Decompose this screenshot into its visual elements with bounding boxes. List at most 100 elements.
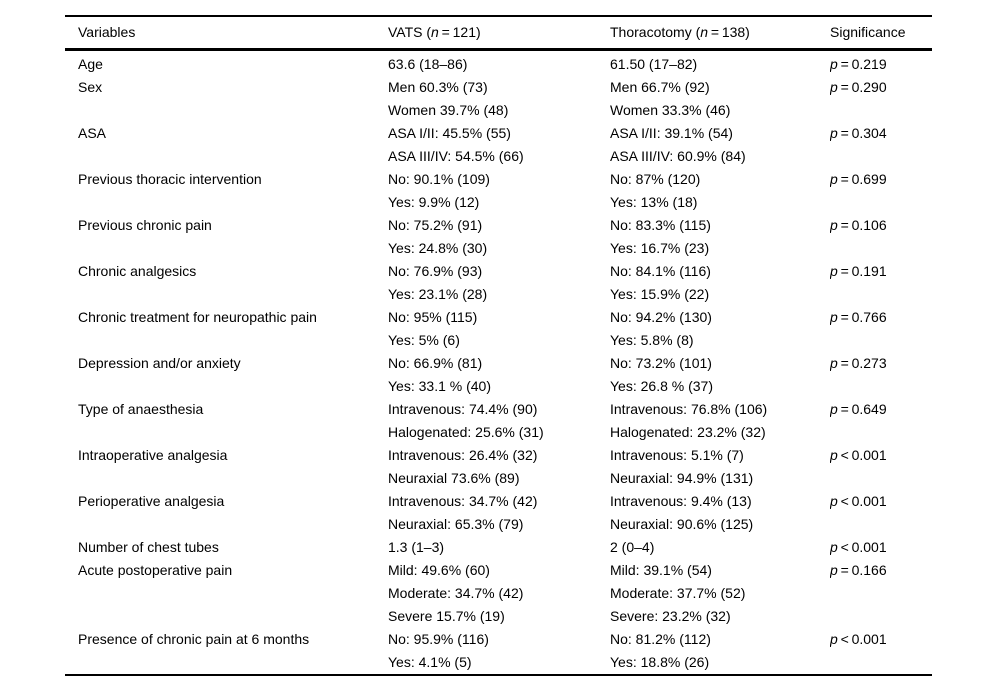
thoracotomy-cell: 61.50 (17–82) — [610, 56, 698, 72]
vats-cell: 63.6 (18–86) — [388, 56, 468, 72]
vats-cell: Yes: 23.1% (28) — [388, 286, 488, 302]
thoracotomy-cell: Mild: 39.1% (54) — [610, 562, 712, 578]
table-row: Perioperative analgesia Intravenous: 34.7… — [65, 490, 932, 513]
table-row: Intraoperative analgesia Intravenous: 26.… — [65, 444, 932, 467]
text-segment: = 0.106 — [837, 217, 887, 233]
text-segment: < 0.001 — [837, 447, 887, 463]
table-row: Chronic analgesics No: 76.9% (93) No: 84.1… — [65, 260, 932, 283]
thoracotomy-cell: No: 84.1% (116) — [610, 263, 711, 279]
vats-cell: Neuraxial 73.6% (89) — [388, 470, 520, 486]
thoracotomy-cell: 2 (0–4) — [610, 539, 655, 555]
text-segment: < 0.001 — [837, 493, 887, 509]
text-segment: = 0.290 — [837, 79, 887, 95]
thoracotomy-cell: Men 66.7% (92) — [610, 79, 710, 95]
thoracotomy-cell: Severe: 23.2% (32) — [610, 608, 731, 624]
variable-cell: Intraoperative analgesia — [78, 447, 228, 463]
text-segment: < 0.001 — [837, 539, 887, 555]
comparison-table: Variables VATS (n = 121) Thoracotomy (n = … — [65, 15, 932, 676]
thoracotomy-cell: Intravenous: 5.1% (7) — [610, 447, 744, 463]
table-row: Severe 15.7% (19) Severe: 23.2% (32) — [65, 605, 932, 628]
significance-cell: p = 0.649 — [830, 398, 932, 444]
thoracotomy-cell: ASA I/II: 39.1% (54) — [610, 125, 733, 141]
table-row: Number of chest tubes 1.3 (1–3) 2 (0–4) p <… — [65, 536, 932, 559]
header-row: Variables VATS (n = 121) Thoracotomy (n = … — [65, 16, 932, 51]
table-row: Yes: 4.1% (5) Yes: 18.8% (26) — [65, 651, 932, 675]
italic-text: p — [830, 217, 838, 233]
italic-text: p — [830, 79, 838, 95]
text-segment: Variables — [78, 24, 136, 40]
table-row: Type of anaesthesia Intravenous: 74.4% (9… — [65, 398, 932, 421]
significance-cell: p < 0.001 — [830, 536, 932, 559]
variable-cell: Depression and/or anxiety — [78, 355, 241, 371]
italic-text: p — [830, 56, 838, 72]
table-row: ASA ASA I/II: 45.5% (55) ASA I/II: 39.1% (… — [65, 122, 932, 145]
variable-cell: Chronic analgesics — [78, 263, 197, 279]
significance-cell: p < 0.001 — [830, 490, 932, 536]
vats-cell: ASA I/II: 45.5% (55) — [388, 125, 511, 141]
italic-text: p — [830, 447, 838, 463]
significance-cell: p = 0.766 — [830, 306, 932, 352]
vats-cell: Mild: 49.6% (60) — [388, 562, 490, 578]
variable-cell: Age — [78, 56, 103, 72]
text-segment: = 0.191 — [837, 263, 887, 279]
text-segment: = 0.273 — [837, 355, 887, 371]
vats-cell: Moderate: 34.7% (42) — [388, 585, 524, 601]
thoracotomy-cell: Yes: 13% (18) — [610, 194, 698, 210]
variable-cell: Presence of chronic pain at 6 months — [78, 631, 310, 647]
table-row: Age 63.6 (18–86) 61.50 (17–82) p = 0.219 — [65, 50, 932, 77]
text-segment: = 121) — [438, 24, 481, 40]
significance-cell: p = 0.191 — [830, 260, 932, 306]
thoracotomy-cell: No: 87% (120) — [610, 171, 701, 187]
table-row: Chronic treatment for neuropathic pain No… — [65, 306, 932, 329]
table-row: Women 39.7% (48) Women 33.3% (46) — [65, 99, 932, 122]
table-body: Age 63.6 (18–86) 61.50 (17–82) p = 0.219 Sex… — [65, 50, 932, 676]
vats-cell: Intravenous: 74.4% (90) — [388, 401, 538, 417]
significance-cell: p = 0.166 — [830, 559, 932, 628]
vats-cell: No: 90.1% (109) — [388, 171, 490, 187]
thoracotomy-cell: Intravenous: 9.4% (13) — [610, 493, 752, 509]
variable-cell: Number of chest tubes — [78, 539, 219, 555]
thoracotomy-cell: Yes: 18.8% (26) — [610, 654, 710, 670]
significance-cell: p = 0.219 — [830, 50, 932, 77]
vats-cell: No: 66.9% (81) — [388, 355, 483, 371]
table-row: Sex Men 60.3% (73) Men 66.7% (92) p = 0.290 — [65, 76, 932, 99]
italic-text: p — [830, 401, 838, 417]
italic-text: p — [830, 539, 838, 555]
table-row: Neuraxial: 65.3% (79) Neuraxial: 90.6% (1… — [65, 513, 932, 536]
thoracotomy-cell: Neuraxial: 90.6% (125) — [610, 516, 754, 532]
table-row: Moderate: 34.7% (42) Moderate: 37.7% (52) — [65, 582, 932, 605]
italic-text: p — [830, 493, 838, 509]
vats-cell: 1.3 (1–3) — [388, 539, 445, 555]
vats-cell: No: 95.9% (116) — [388, 631, 489, 647]
vats-cell: No: 75.2% (91) — [388, 217, 483, 233]
thoracotomy-cell: Yes: 26.8 % (37) — [610, 378, 713, 394]
header-cell-variables: Variables — [65, 16, 388, 51]
thoracotomy-cell: ASA III/IV: 60.9% (84) — [610, 148, 746, 164]
vats-cell: Neuraxial: 65.3% (79) — [388, 516, 524, 532]
vats-cell: Intravenous: 34.7% (42) — [388, 493, 538, 509]
variable-cell: Acute postoperative pain — [78, 562, 233, 578]
text-segment: Significance — [830, 24, 906, 40]
vats-cell: Women 39.7% (48) — [388, 102, 509, 118]
text-segment: = 138) — [708, 24, 750, 40]
table-row: Yes: 23.1% (28) Yes: 15.9% (22) — [65, 283, 932, 306]
text-segment: Thoracotomy ( — [610, 24, 701, 40]
italic-text: n — [700, 24, 709, 40]
table-row: Neuraxial 73.6% (89) Neuraxial: 94.9% (13… — [65, 467, 932, 490]
vats-cell: ASA III/IV: 54.5% (66) — [388, 148, 524, 164]
table-row: Yes: 9.9% (12) Yes: 13% (18) — [65, 191, 932, 214]
table-row: Previous thoracic intervention No: 90.1% … — [65, 168, 932, 191]
thoracotomy-cell: Yes: 5.8% (8) — [610, 332, 694, 348]
significance-cell: p < 0.001 — [830, 628, 932, 675]
significance-cell: p = 0.290 — [830, 76, 932, 122]
variable-cell: Previous thoracic intervention — [78, 171, 262, 187]
thoracotomy-cell: Intravenous: 76.8% (106) — [610, 401, 768, 417]
vats-cell: Yes: 24.8% (30) — [388, 240, 488, 256]
vats-cell: Severe 15.7% (19) — [388, 608, 505, 624]
thoracotomy-cell: Yes: 15.9% (22) — [610, 286, 710, 302]
text-segment: < 0.001 — [837, 631, 887, 647]
thoracotomy-cell: Women 33.3% (46) — [610, 102, 731, 118]
header-cell-thoracotomy: Thoracotomy (n = 138) — [610, 16, 830, 51]
header-cell-vats: VATS (n = 121) — [388, 16, 610, 51]
